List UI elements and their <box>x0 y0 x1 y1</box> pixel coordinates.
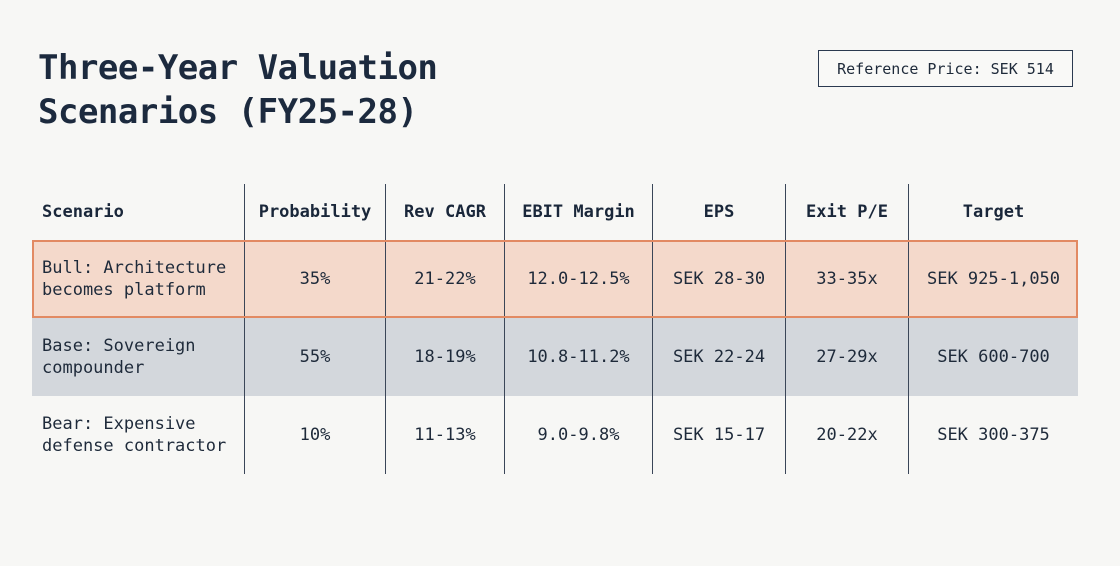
cell-exit-pe: 20-22x <box>786 396 909 474</box>
cell-eps: SEK 28-30 <box>653 240 786 318</box>
table-row-bear: Bear: Expensive defense contractor 10% 1… <box>32 396 1078 474</box>
cell-probability: 35% <box>245 240 386 318</box>
cell-exit-pe: 27-29x <box>786 318 909 396</box>
table-row-bull: Bull: Architecture becomes platform 35% … <box>32 240 1078 318</box>
header-probability: Probability <box>245 184 386 240</box>
cell-ebit-margin: 10.8-11.2% <box>505 318 653 396</box>
cell-eps: SEK 15-17 <box>653 396 786 474</box>
cell-target: SEK 600-700 <box>937 347 1050 367</box>
cell-scenario: Bear: Expensive defense contractor <box>32 396 245 474</box>
header-scenario: Scenario <box>32 184 245 240</box>
cell-ebit-margin: 9.0-9.8% <box>505 396 653 474</box>
cell-eps: SEK 22-24 <box>653 318 786 396</box>
header-ebit-margin: EBIT Margin <box>505 184 653 240</box>
valuation-scenarios-table: Scenario Probability Rev CAGR EBIT Margi… <box>32 184 1078 474</box>
header-target: Target <box>962 202 1025 222</box>
header-rev-cagr: Rev CAGR <box>386 184 505 240</box>
cell-probability: 10% <box>245 396 386 474</box>
reference-price-badge: Reference Price: SEK 514 <box>818 50 1073 87</box>
cell-rev-cagr: 11-13% <box>386 396 505 474</box>
cell-target: SEK 925-1,050 <box>926 269 1061 289</box>
title-line-1: Three-Year Valuation <box>38 48 438 88</box>
page-title: Three-Year Valuation Scenarios (FY25-28) <box>38 46 438 134</box>
cell-rev-cagr: 18-19% <box>386 318 505 396</box>
table-row-base: Base: Sovereign compounder 55% 18-19% 10… <box>32 318 1078 396</box>
cell-target: SEK 300-375 <box>937 425 1050 445</box>
cell-ebit-margin: 12.0-12.5% <box>505 240 653 318</box>
cell-exit-pe: 33-35x <box>786 240 909 318</box>
header-exit-pe: Exit P/E <box>786 184 909 240</box>
cell-scenario: Base: Sovereign compounder <box>32 318 245 396</box>
cell-probability: 55% <box>245 318 386 396</box>
table-header-row: Scenario Probability Rev CAGR EBIT Margi… <box>32 184 1078 240</box>
title-line-2: Scenarios (FY25-28) <box>38 92 418 132</box>
header-eps: EPS <box>653 184 786 240</box>
cell-rev-cagr: 21-22% <box>386 240 505 318</box>
cell-scenario: Bull: Architecture becomes platform <box>32 240 245 318</box>
